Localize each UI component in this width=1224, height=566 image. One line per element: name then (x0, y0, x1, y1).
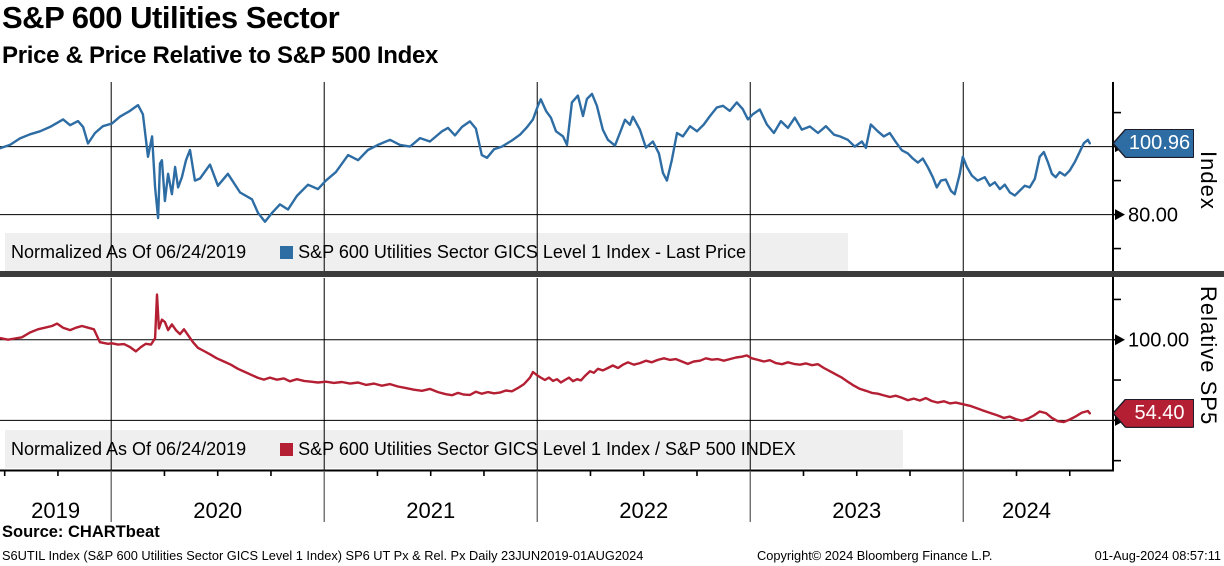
legend-series-name: S&P 600 Utilities Sector GICS Level 1 In… (298, 241, 747, 262)
red-series-swatch-icon (280, 442, 294, 456)
series-line (0, 92, 1092, 223)
x-tick-label: 2023 (832, 498, 881, 523)
x-tick-label: 2020 (193, 498, 242, 523)
y-tick-label: 80.00 (1128, 205, 1178, 227)
legend-index-panel: Normalized As Of 06/24/2019 S&P 600 Util… (5, 233, 848, 271)
copyright-notice: Copyright© 2024 Bloomberg Finance L.P. (757, 548, 993, 563)
panel-separator (0, 271, 1224, 277)
page-subtitle: Price & Price Relative to S&P 500 Index (2, 42, 439, 69)
legend-relative-panel: Normalized As Of 06/24/2019 S&P 600 Util… (5, 430, 903, 468)
axis-arrow-icon (1115, 209, 1125, 221)
last-price-tag-relative: 54.40 (1114, 399, 1193, 427)
axis-arrow-icon (1115, 334, 1125, 346)
x-tick-label: 2024 (1002, 498, 1051, 523)
legend-normalized-label: Normalized As Of 06/24/2019 (11, 241, 247, 262)
last-price-value: 54.40 (1114, 399, 1193, 427)
x-tick-label: 2022 (619, 498, 668, 523)
axis-label-index: Index (1196, 151, 1221, 210)
x-tick-label: 2019 (31, 498, 80, 523)
source-line: Source: CHARTbeat (2, 523, 160, 541)
ticker-description: S6UTIL Index (S&P 600 Utilities Sector G… (2, 548, 644, 563)
timestamp: 01-Aug-2024 08:57:11 (1094, 548, 1221, 563)
series-line (0, 293, 1092, 424)
legend-normalized-label: Normalized As Of 06/24/2019 (11, 438, 247, 459)
legend-series-name: S&P 600 Utilities Sector GICS Level 1 In… (298, 438, 796, 459)
page-title: S&P 600 Utilities Sector (2, 0, 340, 35)
last-price-tag-index: 100.96 (1114, 129, 1193, 157)
x-tick-label: 2021 (406, 498, 455, 523)
last-price-value: 100.96 (1114, 129, 1193, 157)
axis-label-relative-sp5: Relative SP5 (1196, 286, 1221, 426)
blue-series-swatch-icon (280, 245, 294, 259)
y-tick-label: 100.00 (1128, 330, 1189, 352)
